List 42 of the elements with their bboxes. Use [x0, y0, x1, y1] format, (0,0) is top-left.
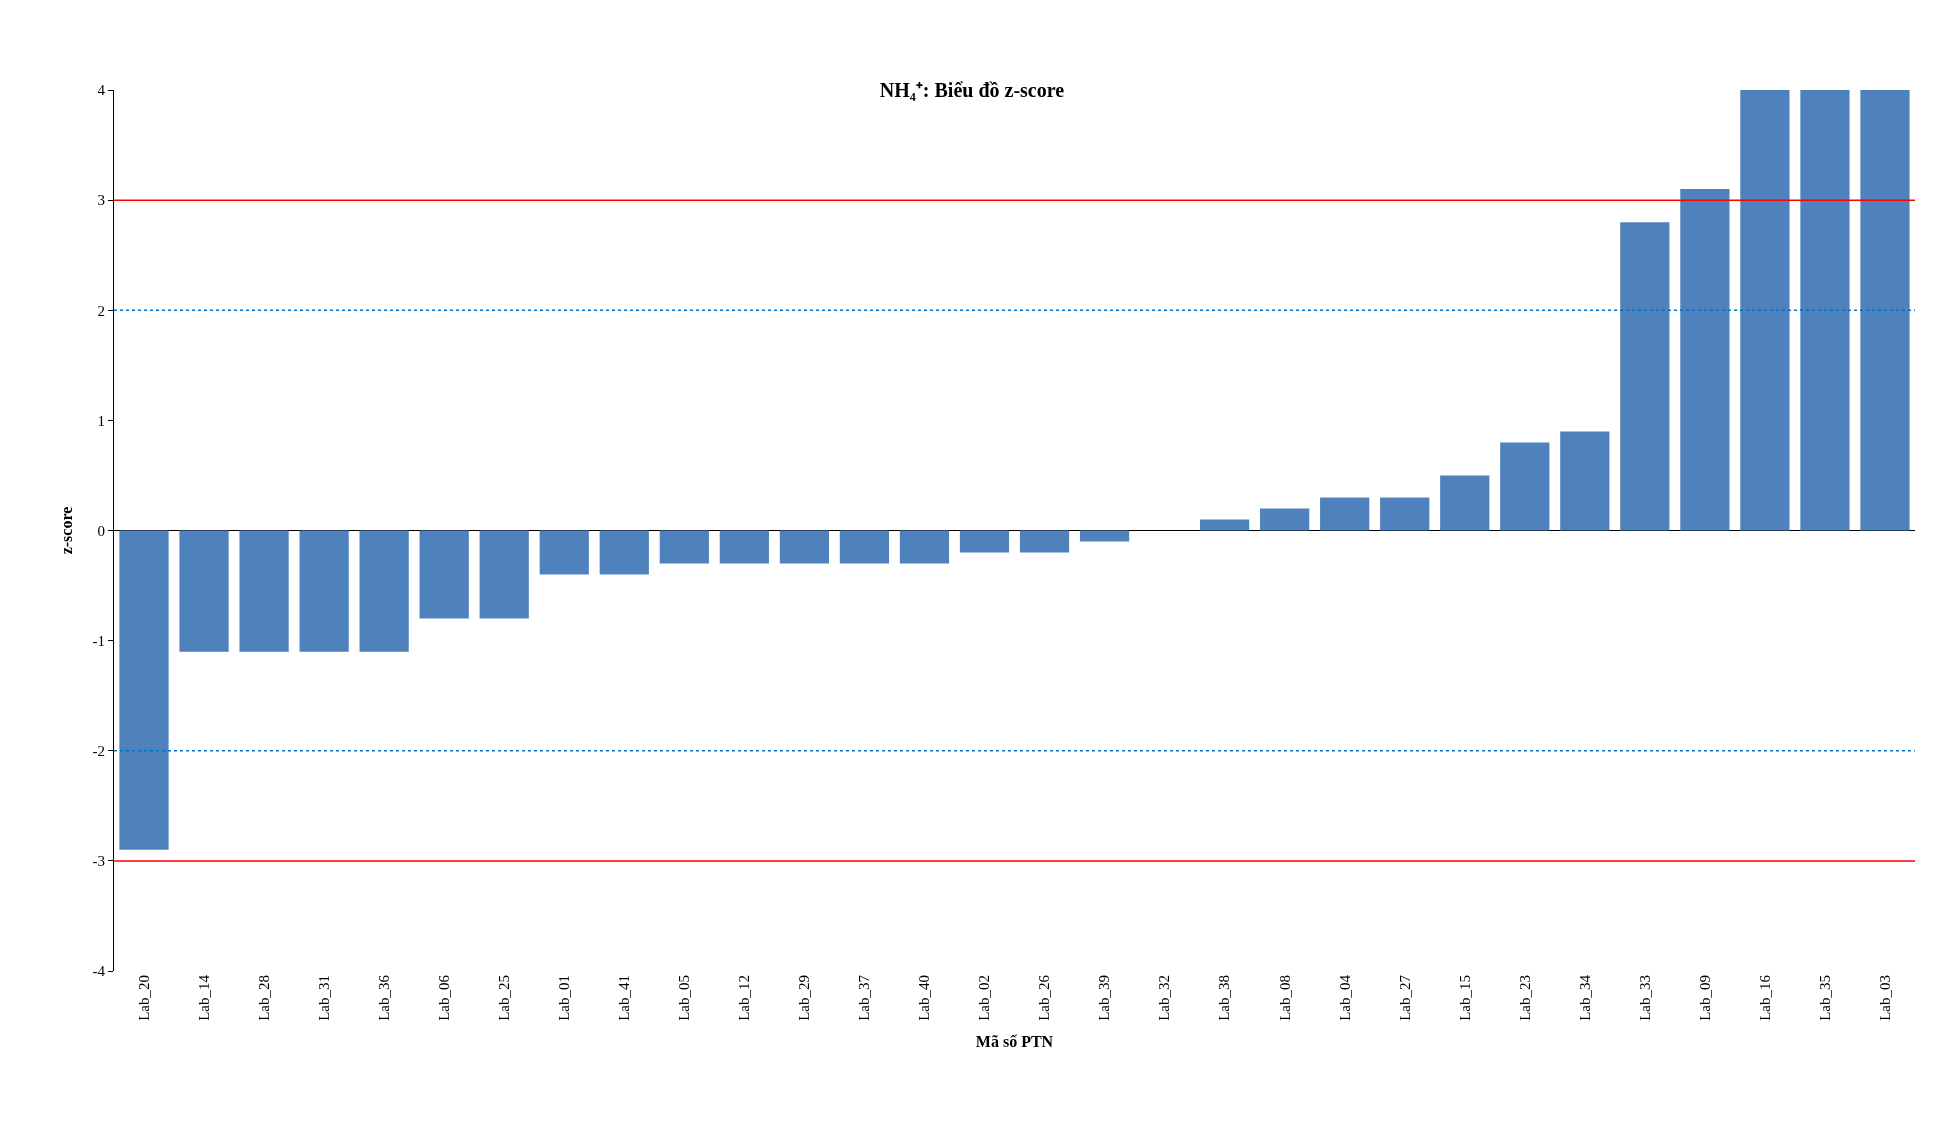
x-tick-label: Lab_25	[496, 975, 513, 1021]
x-tick-label: Lab_14	[195, 974, 212, 1021]
x-tick-label: Lab_08	[1276, 975, 1293, 1021]
x-tick-label: Lab_27	[1396, 974, 1413, 1021]
x-tick-label: Lab_23	[1516, 975, 1533, 1021]
y-tick-label: -1	[92, 632, 105, 649]
y-tick-label: 4	[97, 82, 106, 99]
x-tick-label: Lab_41	[616, 975, 633, 1021]
y-tick-label: -4	[92, 963, 106, 980]
y-tick-label: -3	[92, 853, 105, 870]
x-tick-label: Lab_09	[1696, 975, 1713, 1021]
x-tick-label: Lab_04	[1336, 974, 1353, 1021]
x-tick-label: Lab_12	[736, 975, 753, 1021]
x-tick-label: Lab_28	[255, 975, 272, 1021]
x-tick-label: Lab_05	[676, 975, 693, 1021]
x-axis-title: Mã số PTN	[975, 1032, 1054, 1050]
x-tick-label: Lab_03	[1876, 975, 1893, 1021]
y-tick-label: -2	[92, 743, 105, 759]
y-tick-label: 3	[97, 192, 105, 209]
x-tick-label: Lab_36	[376, 974, 393, 1021]
x-tick-label: Lab_38	[1216, 975, 1233, 1021]
x-tick-label: Lab_35	[1816, 975, 1833, 1021]
x-tick-label: Lab_29	[796, 975, 813, 1021]
y-tick-label: 0	[97, 522, 105, 539]
y-tick-label: 2	[97, 302, 105, 319]
x-tick-label: Lab_20	[135, 975, 152, 1021]
x-tick-label: Lab_39	[1096, 975, 1113, 1021]
x-tick-label: Lab_31	[315, 975, 332, 1021]
x-tick-label: Lab_40	[916, 975, 933, 1021]
x-tick-label: Lab_26	[1036, 974, 1053, 1021]
x-tick-label: Lab_16	[1756, 974, 1773, 1021]
x-tick-label: Lab_06	[436, 974, 453, 1021]
y-tick-label: 1	[97, 412, 105, 429]
x-tick-label: Lab_33	[1636, 975, 1653, 1021]
x-tick-label: Lab_15	[1456, 975, 1473, 1021]
chart-title: NH₄⁺: Biểu đồ z-score	[879, 79, 1065, 102]
x-tick-label: Lab_02	[976, 975, 993, 1021]
x-tick-label: Lab_37	[856, 974, 873, 1021]
x-tick-label: Lab_32	[1156, 975, 1173, 1021]
x-tick-label: Lab_34	[1576, 974, 1593, 1021]
y-axis-title: z-score	[58, 506, 76, 555]
x-tick-label: Lab_01	[556, 975, 573, 1021]
